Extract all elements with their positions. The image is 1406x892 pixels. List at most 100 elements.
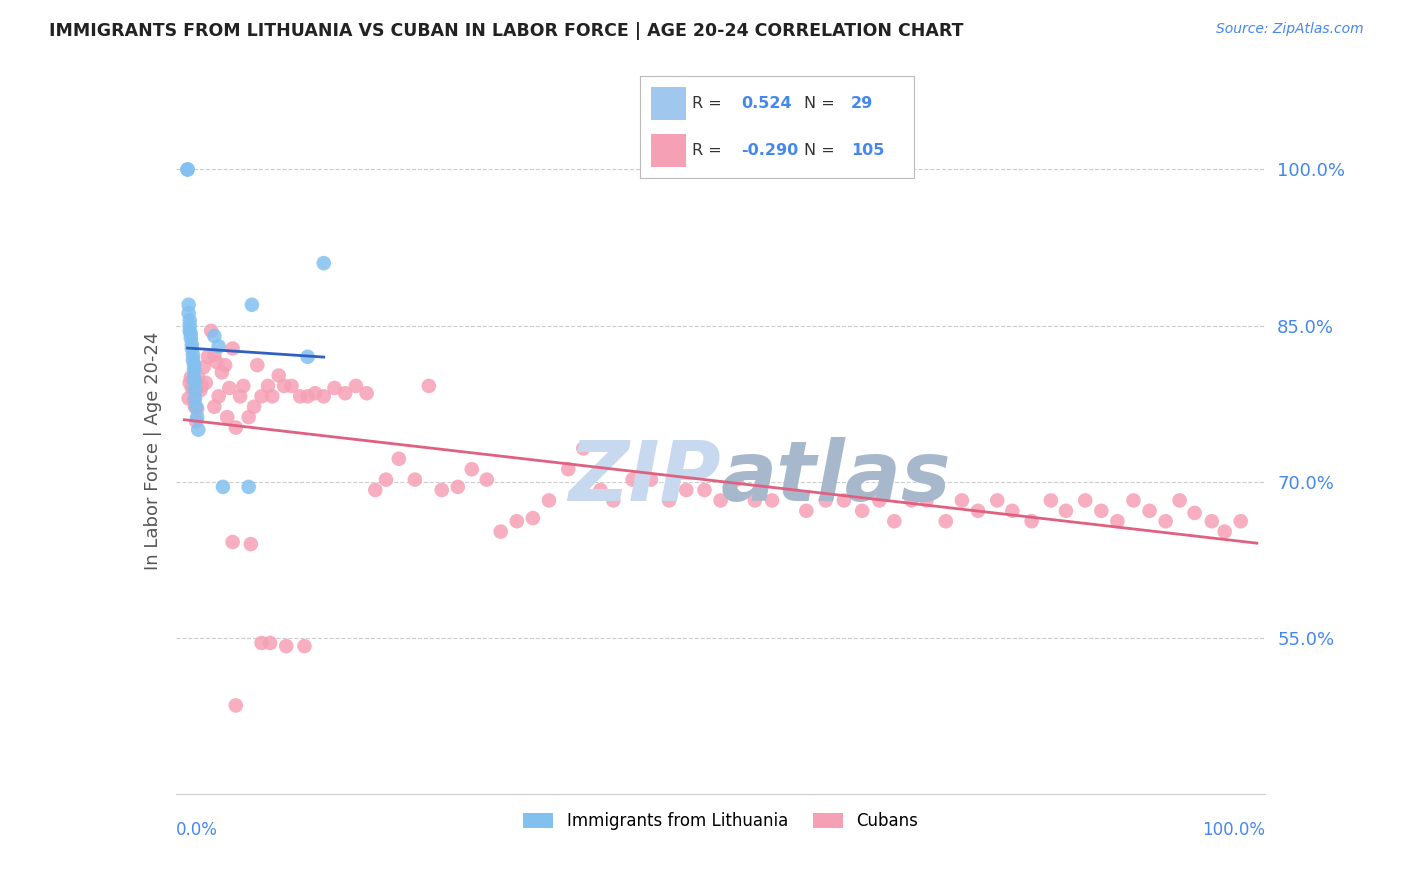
Point: [710, 493, 733, 508]
Point: [883, 514, 905, 528]
Point: [572, 442, 595, 456]
Point: [506, 514, 529, 528]
Point: [243, 400, 266, 414]
Point: [208, 389, 231, 403]
Point: [294, 639, 316, 653]
Point: [183, 358, 205, 372]
Bar: [651, 87, 686, 120]
Point: [180, 381, 202, 395]
Point: [183, 363, 205, 377]
Point: [211, 365, 233, 379]
Point: [297, 350, 319, 364]
Point: [180, 331, 202, 345]
Point: [238, 480, 260, 494]
Point: [177, 306, 200, 320]
Point: [177, 392, 200, 406]
Point: [246, 358, 269, 372]
Point: [180, 342, 202, 356]
Point: [868, 493, 890, 508]
Point: [312, 389, 335, 403]
Text: 29: 29: [851, 96, 873, 111]
Point: [180, 326, 202, 341]
Point: [557, 462, 579, 476]
Text: N =: N =: [804, 96, 835, 111]
Point: [186, 410, 208, 425]
Point: [202, 400, 225, 414]
Point: [693, 483, 716, 497]
Text: -0.290: -0.290: [741, 144, 799, 158]
Point: [179, 313, 201, 327]
Point: [1229, 514, 1251, 528]
Point: [1039, 493, 1062, 508]
Point: [183, 370, 205, 384]
Point: [356, 386, 378, 401]
Point: [190, 383, 212, 397]
Legend: Immigrants from Lithuania, Cubans: Immigrants from Lithuania, Cubans: [516, 805, 925, 837]
Point: [1213, 524, 1236, 539]
Point: [1107, 514, 1129, 528]
Point: [986, 493, 1008, 508]
Point: [675, 483, 697, 497]
Point: [851, 504, 873, 518]
Point: [205, 355, 228, 369]
Point: [312, 256, 335, 270]
Point: [461, 462, 484, 476]
Point: [1090, 504, 1112, 518]
Point: [447, 480, 470, 494]
Point: [200, 324, 222, 338]
Point: [232, 379, 254, 393]
Point: [522, 511, 544, 525]
Point: [1001, 504, 1024, 518]
Point: [240, 298, 263, 312]
Point: [179, 376, 201, 390]
Point: [814, 493, 837, 508]
Point: [375, 473, 398, 487]
Point: [190, 379, 212, 393]
Point: [1201, 514, 1223, 528]
Point: [658, 493, 681, 508]
Point: [217, 410, 239, 425]
Point: [900, 493, 922, 508]
Point: [489, 524, 512, 539]
Point: [179, 318, 201, 333]
Point: [418, 379, 440, 393]
Point: [335, 386, 357, 401]
Text: atlas: atlas: [721, 437, 952, 518]
Point: [181, 348, 204, 362]
Point: [589, 483, 612, 497]
Point: [267, 368, 290, 383]
Point: [621, 473, 644, 487]
Point: [950, 493, 973, 508]
Point: [280, 379, 302, 393]
Point: [1139, 504, 1161, 518]
Point: [229, 389, 252, 403]
Text: IMMIGRANTS FROM LITHUANIA VS CUBAN IN LABOR FORCE | AGE 20-24 CORRELATION CHART: IMMIGRANTS FROM LITHUANIA VS CUBAN IN LA…: [49, 22, 963, 40]
Point: [186, 401, 208, 416]
Point: [225, 698, 247, 713]
Point: [176, 162, 198, 177]
Point: [297, 389, 319, 403]
Point: [208, 339, 231, 353]
Point: [779, 483, 801, 497]
Point: [180, 370, 202, 384]
Y-axis label: In Labor Force | Age 20-24: In Labor Force | Age 20-24: [143, 331, 162, 570]
Text: R =: R =: [692, 96, 721, 111]
Text: 105: 105: [851, 144, 884, 158]
Point: [744, 493, 766, 508]
Point: [250, 636, 273, 650]
Bar: [651, 135, 686, 167]
Point: [179, 324, 201, 338]
Point: [935, 514, 957, 528]
Point: [193, 360, 215, 375]
Point: [218, 381, 240, 395]
Point: [259, 636, 281, 650]
Point: [184, 383, 207, 397]
Point: [262, 389, 284, 403]
Text: Source: ZipAtlas.com: Source: ZipAtlas.com: [1216, 22, 1364, 37]
Point: [304, 386, 326, 401]
Point: [832, 493, 855, 508]
Point: [276, 639, 298, 653]
Point: [184, 392, 207, 406]
Point: [602, 493, 624, 508]
Point: [761, 493, 783, 508]
